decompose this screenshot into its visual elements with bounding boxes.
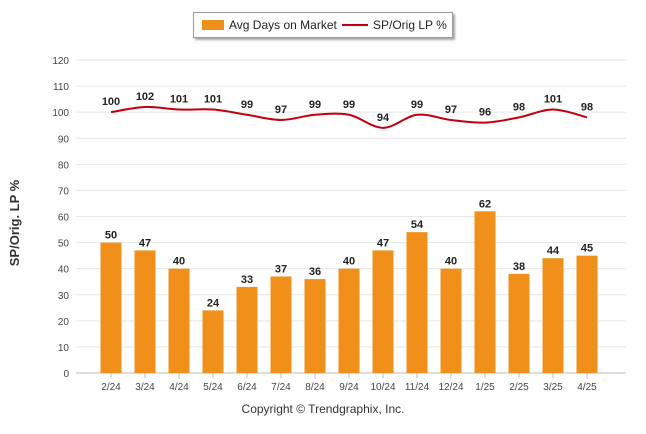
y-tick-label: 50 (58, 239, 70, 250)
series-line (110, 105, 588, 129)
legend-line-swatch (342, 24, 368, 26)
bar-data-label: 50 (105, 230, 117, 242)
bar-data-label: 47 (377, 237, 389, 249)
line-data-label: 100 (102, 96, 120, 108)
y-tick-label: 0 (63, 369, 69, 380)
x-axis-ticks: 2/24 3/24 4/24 5/24 6/24 7/24 8/24 9/24 10/24 11/… (101, 373, 597, 393)
bar (100, 242, 122, 373)
legend-bar-swatch (202, 20, 224, 30)
bar-data-label: 45 (581, 243, 593, 255)
x-tick-label: 10/24 (370, 382, 395, 393)
y-axis-ticks: 0 10 20 30 40 50 60 70 80 90 100 110 120 (52, 56, 69, 380)
bar (338, 268, 360, 373)
x-tick-label: 4/24 (169, 382, 189, 393)
y-tick-label: 110 (53, 82, 69, 93)
x-tick-label: 9/24 (339, 382, 359, 393)
x-tick-label: 8/24 (305, 382, 325, 393)
bar-data-label: 40 (445, 256, 457, 268)
line-data-label: 97 (445, 104, 457, 116)
bar (236, 286, 258, 373)
y-axis-label: SP/Orig. LP % (7, 179, 22, 267)
bar-data-labels: 50 47 40 24 33 37 36 40 47 54 40 62 38 44 45 (105, 198, 593, 309)
bar-data-label: 44 (547, 245, 560, 257)
bar-data-label: 54 (411, 219, 424, 231)
x-tick-label: 2/24 (101, 382, 121, 393)
line-data-label: 97 (275, 104, 287, 116)
line-data-label: 99 (241, 99, 253, 111)
y-tick-label: 10 (58, 343, 70, 354)
x-tick-label: 7/24 (271, 382, 291, 393)
bar-data-label: 24 (207, 297, 220, 309)
bar (304, 279, 326, 373)
legend: Avg Days on Market SP/Orig LP % (193, 12, 453, 38)
bar (168, 268, 190, 373)
bar-data-label: 38 (513, 261, 525, 273)
line-data-label: 98 (581, 101, 593, 113)
line-data-label: 101 (204, 94, 222, 106)
bar (270, 276, 292, 373)
bar (508, 273, 530, 373)
bar-data-label: 40 (343, 256, 355, 268)
line-series (110, 105, 588, 129)
line-data-label: 101 (544, 94, 562, 106)
x-tick-label: 11/24 (405, 382, 430, 393)
bar (542, 258, 564, 373)
y-tick-label: 60 (58, 213, 70, 224)
x-tick-label: 1/25 (475, 382, 495, 393)
x-tick-label: 5/24 (203, 382, 223, 393)
bar (474, 211, 496, 373)
bar-series (100, 211, 598, 373)
bar-data-label: 40 (173, 256, 185, 268)
legend-item-avg-days[interactable]: Avg Days on Market (202, 13, 337, 37)
line-data-label: 102 (136, 91, 154, 103)
bar (406, 232, 428, 373)
bar (372, 250, 394, 373)
x-tick-label: 3/25 (543, 382, 563, 393)
line-data-label: 98 (513, 101, 525, 113)
line-data-label: 99 (343, 99, 355, 111)
y-tick-label: 40 (58, 265, 70, 276)
y-tick-label: 80 (58, 160, 70, 171)
legend-line-label: SP/Orig LP % (373, 18, 447, 32)
line-data-label: 94 (377, 112, 390, 124)
x-tick-label: 4/25 (577, 382, 597, 393)
y-tick-label: 70 (58, 186, 70, 197)
bar-data-label: 36 (309, 266, 321, 278)
line-data-label: 99 (411, 99, 423, 111)
y-tick-label: 90 (58, 134, 70, 145)
line-data-labels: 100 102 101 101 99 97 99 99 94 99 97 96 98 101 98 (102, 91, 593, 124)
line-data-label: 96 (479, 107, 491, 119)
y-tick-label: 30 (58, 291, 70, 302)
legend-item-sp-orig[interactable]: SP/Orig LP % (342, 13, 447, 37)
y-tick-label: 20 (58, 317, 70, 328)
x-tick-label: 6/24 (237, 382, 257, 393)
x-tick-label: 2/25 (509, 382, 529, 393)
bar (134, 250, 156, 373)
x-tick-label: 12/24 (438, 382, 463, 393)
y-tick-label: 120 (52, 56, 69, 67)
copyright-text: Copyright © Trendgraphix, Inc. (241, 402, 405, 416)
bar (576, 255, 598, 373)
bar-data-label: 37 (275, 263, 287, 275)
line-data-label: 101 (170, 94, 188, 106)
line-data-label: 99 (309, 99, 321, 111)
x-tick-label: 3/24 (135, 382, 155, 393)
legend-bar-label: Avg Days on Market (229, 18, 337, 32)
bar (202, 310, 224, 373)
bar (440, 268, 462, 373)
bar-data-label: 47 (139, 237, 151, 249)
bar-data-label: 33 (241, 274, 253, 286)
y-tick-label: 100 (52, 108, 69, 119)
bar-data-label: 62 (479, 198, 491, 210)
